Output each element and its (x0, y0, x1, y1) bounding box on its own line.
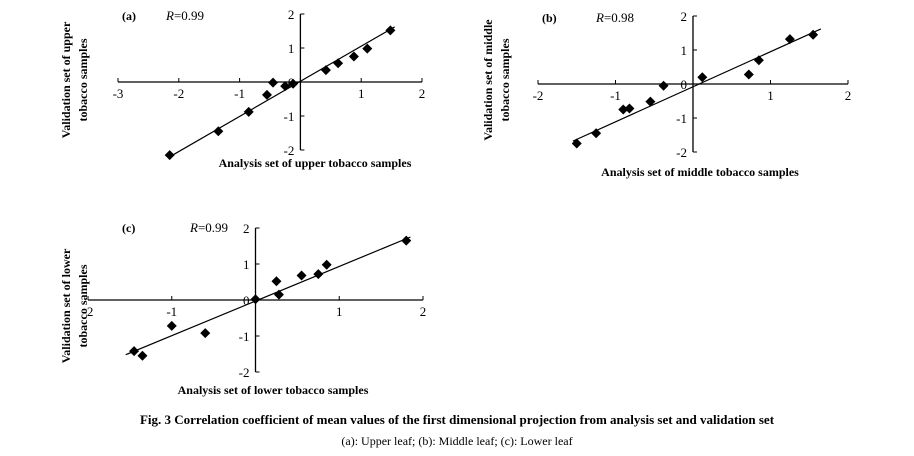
r-value: =0.99 (174, 8, 204, 23)
data-point (137, 350, 148, 361)
y-tick-label: 2 (288, 7, 295, 22)
data-point (753, 55, 764, 66)
y-axis-title: Validation set of middle (481, 19, 495, 141)
data-point (280, 81, 291, 92)
r-value: =0.98 (604, 10, 634, 25)
data-point (243, 106, 254, 117)
y-tick-label: -2 (676, 145, 687, 160)
regression-line (572, 28, 822, 142)
data-point (784, 34, 795, 45)
y-axis-title: Validation set of upper (59, 21, 73, 138)
panel-label: (c) (122, 221, 135, 235)
x-tick-label: -1 (234, 86, 245, 101)
y-axis-title: Validation set of lower (59, 248, 73, 363)
data-point (618, 104, 629, 115)
y-axis-title: tobacco samples (76, 264, 90, 347)
chart-panel-c: -2 -1 1 2 2 1 0 -1 -2 (c) R=0.99 Analysis set of lo… (59, 220, 427, 397)
data-point (385, 25, 396, 36)
x-tick-label: 2 (419, 86, 426, 101)
r-symbol: R (165, 8, 174, 23)
data-point (288, 78, 299, 89)
panel-label: (b) (542, 11, 557, 25)
y-tick-label: -1 (239, 329, 250, 344)
data-point (624, 103, 635, 114)
data-point (273, 289, 284, 300)
y-tick-label: -2 (239, 365, 250, 380)
figure-subcaption: (a): Upper leaf; (b): Middle leaf; (c): … (341, 434, 573, 448)
data-point (164, 150, 175, 161)
x-tick-label: -2 (173, 86, 184, 101)
y-axis-title: tobacco samples (498, 38, 512, 121)
data-point (321, 259, 332, 270)
x-axis-title: Analysis set of upper tobacco samples (219, 156, 412, 170)
r-value-label: R=0.98 (595, 10, 634, 25)
data-point (808, 29, 819, 40)
x-tick-label: -3 (113, 86, 124, 101)
data-point (313, 269, 324, 280)
y-tick-label: -1 (676, 111, 687, 126)
y-tick-label: 1 (288, 41, 295, 56)
x-axis-title: Analysis set of middle tobacco samples (601, 165, 799, 179)
data-point (320, 65, 331, 76)
data-point (268, 77, 279, 88)
r-value-label: R=0.99 (165, 8, 204, 23)
data-point (401, 235, 412, 246)
data-point (697, 72, 708, 83)
r-symbol: R (189, 220, 198, 235)
data-point (333, 58, 344, 69)
data-point (250, 294, 261, 305)
data-point (645, 96, 656, 107)
r-symbol: R (595, 10, 604, 25)
data-point (296, 270, 307, 281)
y-tick-label: 0 (243, 293, 250, 308)
data-point (743, 69, 754, 80)
data-point (213, 126, 224, 137)
data-point (658, 80, 669, 91)
chart-panel-b: -2 -1 1 2 2 1 0 -1 -2 (b) R=0.98 Analysis set of mi… (481, 9, 852, 179)
x-tick-label: -1 (610, 88, 621, 103)
y-tick-label: 1 (243, 257, 250, 272)
data-point (571, 138, 582, 149)
y-axis-title: tobacco samples (76, 38, 90, 121)
data-point (129, 346, 140, 357)
x-tick-label: -2 (83, 304, 94, 319)
x-axis-title: Analysis set of lower tobacco samples (178, 383, 369, 397)
data-point (348, 51, 359, 62)
data-point (362, 43, 373, 54)
figure-caption: Fig. 3 Correlation coefficient of mean v… (139, 412, 775, 427)
x-tick-label: -2 (533, 88, 544, 103)
y-tick-label: 2 (243, 221, 250, 236)
data-point (200, 328, 211, 339)
x-tick-label: 1 (336, 304, 343, 319)
y-tick-label: 1 (681, 43, 688, 58)
data-point (261, 89, 272, 100)
x-tick-label: 1 (767, 88, 774, 103)
regression-line (169, 26, 395, 158)
data-point (166, 320, 177, 331)
x-tick-label: 1 (358, 86, 365, 101)
panel-label: (a) (122, 9, 136, 23)
y-tick-label: 2 (681, 9, 688, 24)
data-point (591, 128, 602, 139)
y-tick-label: 0 (681, 77, 688, 92)
r-value-label: R=0.99 (189, 220, 228, 235)
data-point (271, 276, 282, 287)
x-tick-label: 2 (845, 88, 852, 103)
y-tick-label: -1 (284, 109, 295, 124)
y-tick-label: -2 (284, 143, 295, 158)
regression-line (125, 236, 411, 356)
x-tick-label: -1 (166, 304, 177, 319)
r-value: =0.99 (198, 220, 228, 235)
x-tick-label: 2 (420, 304, 427, 319)
